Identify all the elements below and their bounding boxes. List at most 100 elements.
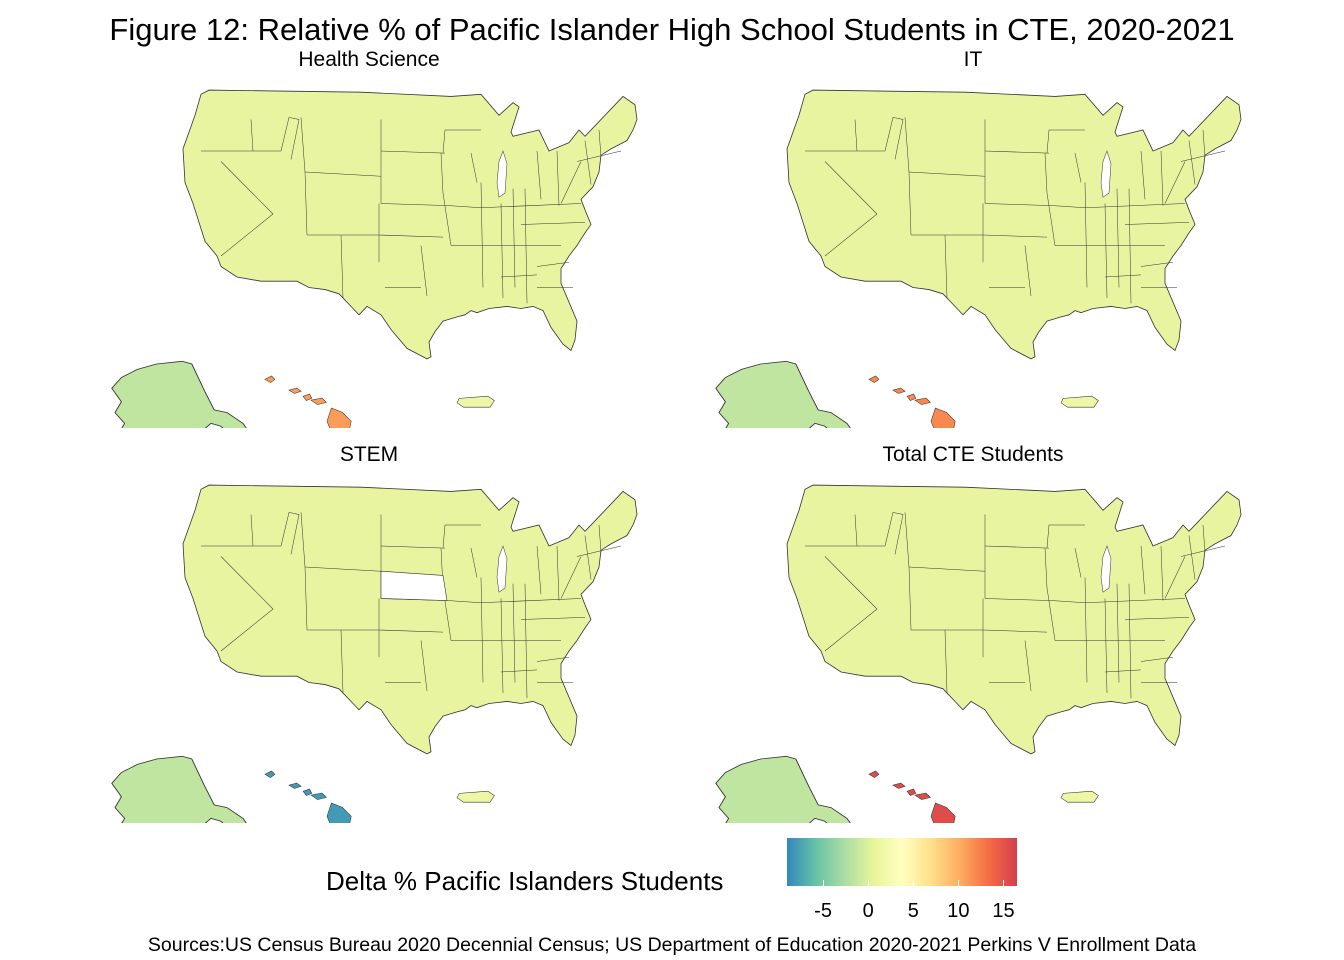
contiguous-us <box>182 89 638 360</box>
lake-michigan <box>496 150 508 198</box>
hawaii-island <box>310 397 327 405</box>
state-border <box>584 535 592 580</box>
state-border <box>884 117 904 160</box>
legend-tick-label: 0 <box>862 900 874 922</box>
state-hawaii <box>868 375 880 383</box>
state-hawaii <box>302 788 313 796</box>
hawaii-island <box>326 407 352 428</box>
state-border <box>220 556 274 652</box>
state-border <box>500 598 504 694</box>
state-border <box>470 153 478 183</box>
state-hawaii <box>288 387 302 394</box>
state-border <box>1128 583 1132 699</box>
state-border <box>420 245 428 296</box>
legend-tick-mark <box>823 880 825 886</box>
legend-tick-label: 5 <box>907 900 919 922</box>
state-border <box>984 598 1054 601</box>
state-border <box>984 545 1050 549</box>
puerto-rico-group <box>1060 790 1099 803</box>
state-border <box>1160 150 1164 206</box>
state-border <box>1140 150 1146 200</box>
state-border <box>1116 188 1120 288</box>
legend-colorbar <box>787 838 1017 886</box>
state-border <box>448 205 482 208</box>
state-border <box>250 514 254 547</box>
state-hawaii <box>264 375 276 383</box>
territory-puerto-rico <box>456 790 495 803</box>
state-border <box>944 234 948 299</box>
state-border <box>1180 150 1226 162</box>
state-border <box>378 629 444 633</box>
puerto-rico-group <box>456 790 495 803</box>
puerto-rico-group <box>456 395 495 408</box>
state-hawaii <box>930 802 956 823</box>
legend-tick-mark <box>1003 880 1005 886</box>
state-border <box>576 545 622 557</box>
state-border <box>442 192 452 246</box>
map <box>715 89 1242 428</box>
territory-puerto-rico <box>456 395 495 408</box>
state-hawaii <box>310 792 327 800</box>
state-border <box>1084 577 1088 683</box>
state-border <box>556 150 560 206</box>
state-border <box>512 583 516 683</box>
map <box>111 484 638 823</box>
state-hawaii <box>930 407 956 428</box>
figure-title: Figure 12: Relative % of Pacific Islande… <box>109 12 1235 47</box>
hawaii-island <box>892 387 906 394</box>
hawaii-island <box>892 782 906 789</box>
state-alaska <box>111 360 247 428</box>
state-border <box>420 640 428 691</box>
map-panel-health-science: Health Science <box>89 48 649 428</box>
state-border <box>1202 524 1206 553</box>
state-border <box>304 566 308 631</box>
contiguous-us-group <box>182 89 638 360</box>
state-border <box>1046 129 1085 154</box>
state-border <box>304 171 308 236</box>
state-border <box>1188 535 1196 580</box>
state-border <box>524 583 528 699</box>
state-border <box>304 171 382 177</box>
state-border <box>1046 192 1056 246</box>
state-border <box>1046 587 1056 641</box>
state-border <box>340 234 344 299</box>
hawaii-island <box>264 770 276 778</box>
state-hawaii <box>302 393 313 401</box>
state-border <box>448 600 482 603</box>
state-border <box>1084 598 1186 603</box>
map-panel-stem: STEM <box>89 443 649 823</box>
legend-tick-mark <box>913 880 915 886</box>
state-border <box>854 119 858 152</box>
state-border <box>520 617 586 620</box>
state-border <box>598 524 602 553</box>
hawaii-island <box>868 375 880 383</box>
lake-michigan <box>1100 545 1112 593</box>
state-border <box>560 556 582 599</box>
state-border <box>1074 153 1082 183</box>
state-border <box>584 140 592 185</box>
contiguous-us <box>786 484 1242 755</box>
state-hawaii <box>892 782 906 789</box>
legend-tick-label: -5 <box>814 900 832 922</box>
state-border <box>304 566 382 572</box>
source-note: Sources:US Census Bureau 2020 Decennial … <box>147 934 1197 956</box>
territory-puerto-rico <box>1060 395 1099 408</box>
hawaii-island <box>302 788 313 796</box>
map-panel-total-cte: Total CTE Students <box>693 443 1253 823</box>
map <box>715 484 1242 823</box>
map-panel-it: IT <box>693 48 1253 428</box>
state-hawaii <box>264 770 276 778</box>
state-border <box>480 203 582 208</box>
state-hawaii <box>914 792 931 800</box>
state-border <box>824 161 878 257</box>
state-border <box>442 129 481 154</box>
hawaii-island <box>326 802 352 823</box>
state-border <box>500 203 504 299</box>
state-border <box>1024 640 1032 691</box>
contiguous-us-group <box>182 484 638 755</box>
state-border <box>470 548 478 578</box>
hawaii-island <box>310 792 327 800</box>
legend-tick-label: 10 <box>947 900 970 922</box>
contiguous-us <box>786 89 1242 360</box>
state-border <box>1116 583 1120 683</box>
